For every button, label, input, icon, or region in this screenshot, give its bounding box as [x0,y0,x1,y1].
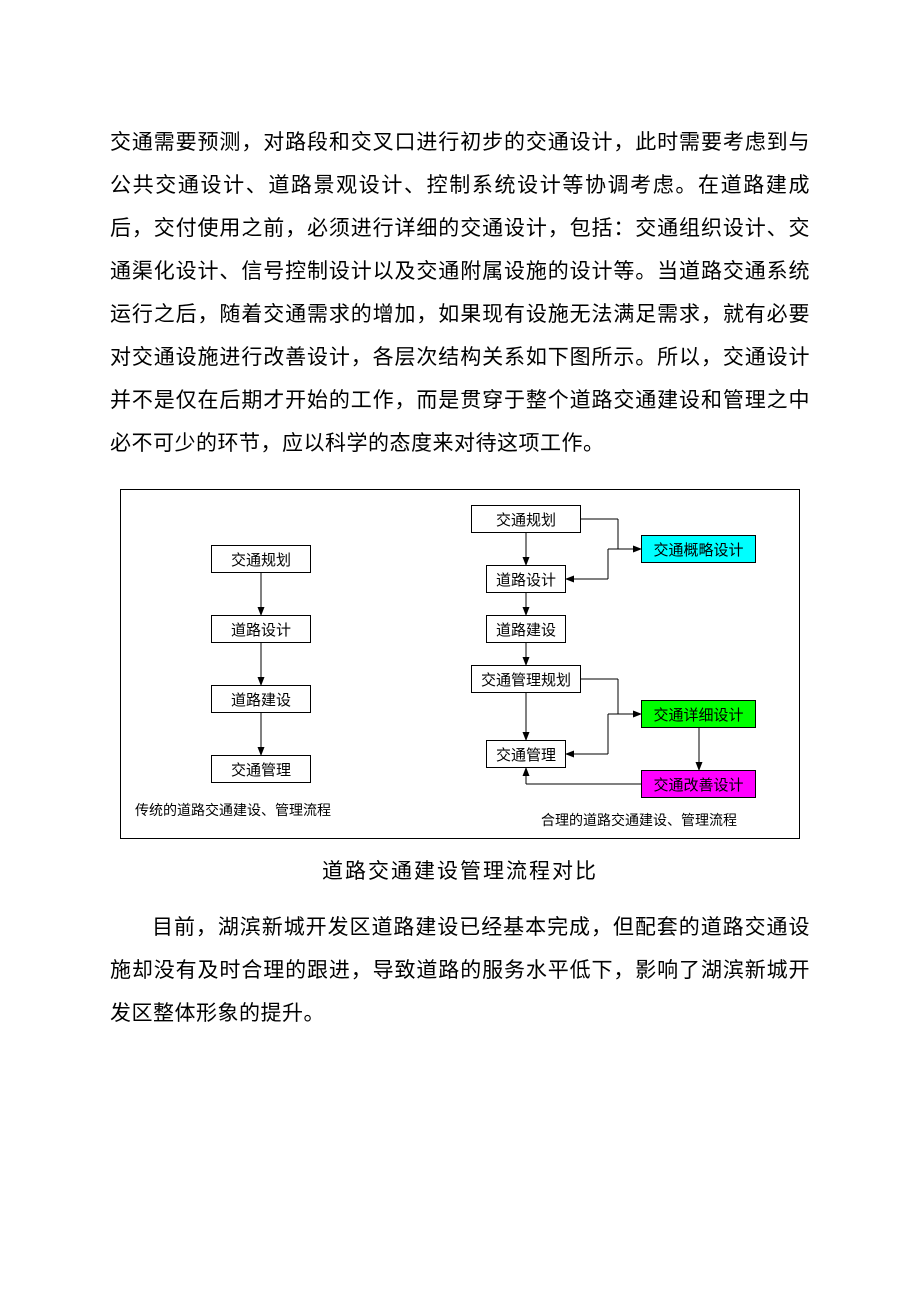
document-page: 交通需要预测，对路段和交叉口进行初步的交通设计，此时需要考虑到与公共交通设计、道… [0,0,920,1117]
flow-node-S3: 交通改善设计 [641,770,756,798]
flow-caption-0: 传统的道路交通建设、管理流程 [135,800,331,820]
flowchart-comparison: 交通规划道路设计道路建设交通管理交通规划道路设计道路建设交通管理规划交通管理交通… [120,489,800,839]
flow-node-R5: 交通管理 [486,740,566,768]
figure-title: 道路交通建设管理流程对比 [110,855,810,885]
paragraph-2: 目前，湖滨新城开发区道路建设已经基本完成，但配套的道路交通设施却没有及时合理的跟… [110,906,810,1035]
flow-node-S2: 交通详细设计 [641,700,756,728]
flow-node-L1: 交通规划 [211,545,311,573]
flow-node-R4: 交通管理规划 [471,665,581,693]
flow-node-S1: 交通概略设计 [641,535,756,563]
flow-node-R3: 道路建设 [486,615,566,643]
flow-node-L4: 交通管理 [211,755,311,783]
flow-caption-1: 合理的道路交通建设、管理流程 [541,810,737,830]
flow-node-R1: 交通规划 [471,505,581,533]
flow-node-L3: 道路建设 [211,685,311,713]
flow-node-L2: 道路设计 [211,615,311,643]
flow-node-R2: 道路设计 [486,565,566,593]
paragraph-1: 交通需要预测，对路段和交叉口进行初步的交通设计，此时需要考虑到与公共交通设计、道… [110,121,810,465]
